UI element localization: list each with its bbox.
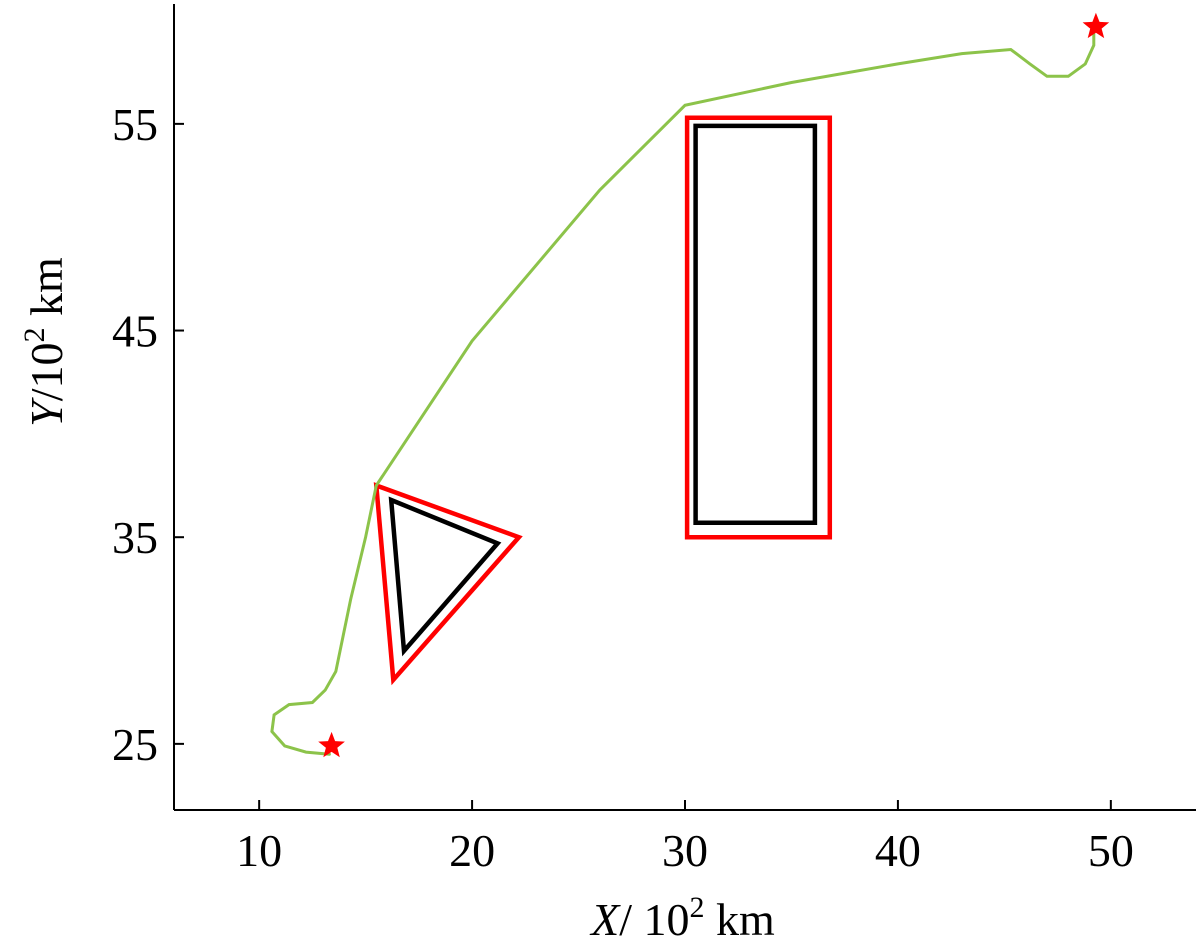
x-axis-label-exponent: 2 xyxy=(690,891,705,924)
obstacle-boundary-1 xyxy=(373,482,523,686)
obstacle-4 xyxy=(693,123,818,525)
x-tick-label-10: 10 xyxy=(236,825,282,876)
x-tick-label-20: 20 xyxy=(449,825,495,876)
y-axis-label-exponent: 2 xyxy=(18,327,51,342)
star-marker-1 xyxy=(318,731,345,758)
y-tick-label-25: 25 xyxy=(112,719,158,770)
trajectory-0 xyxy=(270,27,1096,756)
obstacle-2 xyxy=(388,496,502,657)
x-tick-label-30: 30 xyxy=(662,825,708,876)
data-layer xyxy=(270,12,1110,758)
x-axis-label-var: X xyxy=(589,894,621,945)
x-axis-label: X/ 102 km xyxy=(589,891,775,945)
y-tick-label-35: 35 xyxy=(112,512,158,563)
y-axis-label: Y/102 km xyxy=(18,257,72,427)
star-marker-2 xyxy=(1082,12,1110,39)
y-tick-label-55: 55 xyxy=(112,99,158,150)
obstacle-boundary-3 xyxy=(684,115,833,540)
x-axis-label-unit-base: / 10 xyxy=(619,894,689,945)
y-tick-label-45: 45 xyxy=(112,306,158,357)
x-tick-label-40: 40 xyxy=(875,825,921,876)
x-axis-label-unit: km xyxy=(705,894,776,945)
axes xyxy=(173,4,1196,811)
x-tick-labels: 10 20 30 40 50 xyxy=(236,825,1134,876)
y-axis-label-unit-base: /10 xyxy=(21,342,72,401)
y-axis-label-unit: km xyxy=(21,257,72,328)
y-axis-label-var: Y xyxy=(21,397,72,427)
y-tick-labels: 25 35 45 55 xyxy=(112,99,158,770)
x-tick-label-50: 50 xyxy=(1088,825,1134,876)
